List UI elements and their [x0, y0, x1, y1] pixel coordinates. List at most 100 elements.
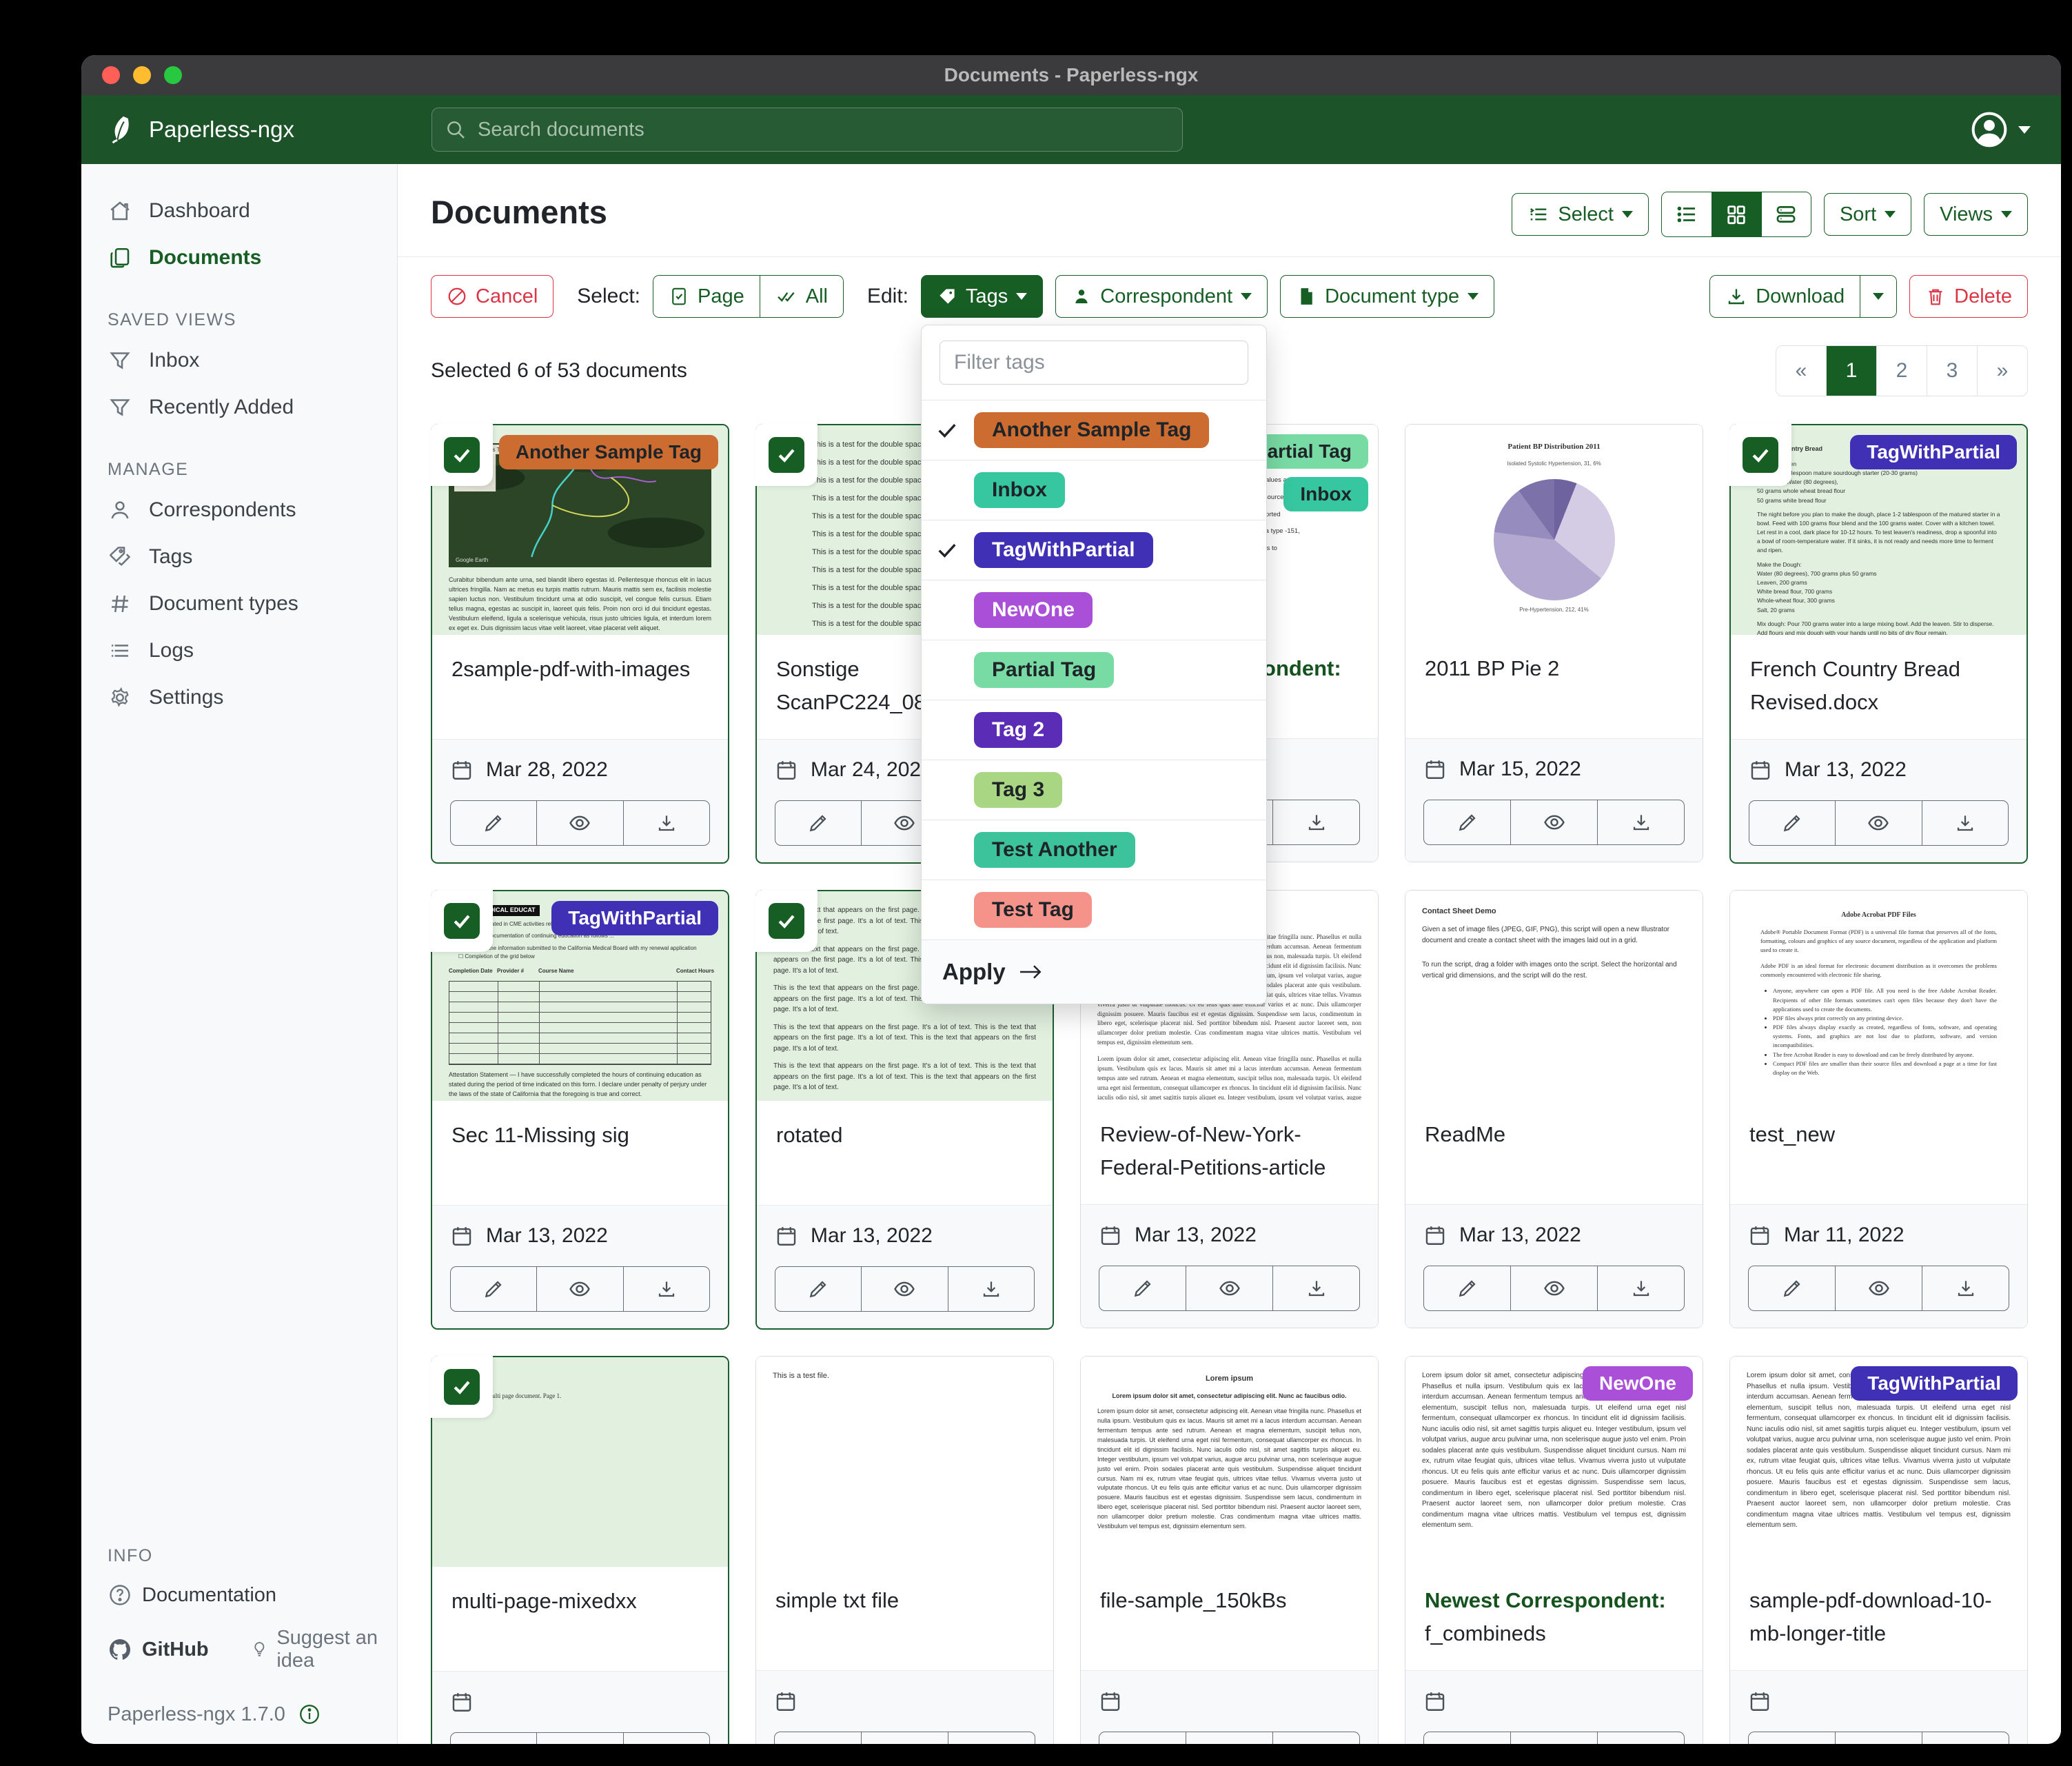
view-document-button[interactable] — [861, 1732, 948, 1744]
apply-tags-button[interactable]: Apply — [922, 940, 1266, 1004]
download-document-button[interactable] — [622, 1732, 710, 1744]
edit-document-button[interactable] — [1099, 1732, 1186, 1744]
document-card[interactable]: Contact Sheet Demo Given a set of image f… — [1405, 890, 1703, 1328]
view-document-button[interactable] — [1835, 1732, 1922, 1744]
view-document-button[interactable] — [1186, 1266, 1273, 1311]
view-document-button[interactable] — [536, 1266, 624, 1312]
view-document-button[interactable] — [1510, 1732, 1598, 1744]
sidebar-item-suggest-idea[interactable]: Suggest an idea — [250, 1627, 397, 1672]
document-title[interactable]: 2011 BP Pie 2 — [1405, 634, 1703, 738]
document-title[interactable]: test_new — [1730, 1100, 2027, 1204]
document-title[interactable]: Sec 11-Missing sig — [432, 1101, 728, 1205]
edit-document-button[interactable] — [1423, 800, 1511, 845]
download-document-button[interactable] — [622, 800, 710, 846]
view-document-button[interactable] — [1510, 800, 1598, 845]
document-title[interactable]: Newest Correspondent: f_combineds — [1405, 1566, 1703, 1670]
document-title[interactable]: 2sample-pdf-with-images — [432, 635, 728, 739]
edit-document-button[interactable] — [1099, 1266, 1186, 1311]
pagination-page-3[interactable]: 3 — [1927, 346, 1977, 396]
pagination-page-2[interactable]: 2 — [1876, 346, 1927, 396]
download-document-button[interactable] — [1921, 800, 2009, 846]
edit-document-button[interactable] — [775, 1266, 862, 1312]
sidebar-item-logs[interactable]: Logs — [81, 627, 397, 674]
card-checkbox[interactable] — [755, 424, 817, 486]
view-document-button[interactable] — [1510, 1266, 1598, 1311]
sidebar-item-document-types[interactable]: Document types — [81, 580, 397, 627]
minimize-window-button[interactable] — [133, 66, 151, 84]
edit-tags-button[interactable]: Tags — [921, 275, 1044, 318]
pagination-prev[interactable]: « — [1776, 346, 1826, 396]
document-thumbnail[interactable]: Lorem ipsum Lorem ipsum dolor sit amet, c… — [1081, 1357, 1378, 1566]
document-title[interactable]: multi-page-mixedxx — [432, 1567, 728, 1671]
edit-document-button[interactable] — [450, 800, 538, 846]
download-options-button[interactable] — [1860, 275, 1898, 318]
download-document-button[interactable] — [1922, 1266, 2009, 1311]
filter-tags-input[interactable] — [939, 341, 1248, 385]
views-menu-button[interactable]: Views — [1924, 193, 2028, 236]
sidebar-item-github[interactable]: GitHub — [108, 1637, 209, 1662]
document-tag[interactable]: NewOne — [1582, 1366, 1693, 1401]
document-tag[interactable]: Inbox — [1283, 477, 1368, 511]
sidebar-item-settings[interactable]: Settings — [81, 674, 397, 721]
card-checkbox[interactable] — [431, 1356, 493, 1418]
document-thumbnail[interactable]: Adobe Acrobat PDF Files Adobe® Portable D… — [1730, 891, 2027, 1100]
document-title[interactable]: ReadMe — [1405, 1100, 1703, 1204]
edit-document-button[interactable] — [775, 800, 862, 846]
view-document-button[interactable] — [1186, 1732, 1273, 1744]
document-card[interactable]: TagWithPartial TINUING MEDICAL EDUCATHav… — [431, 890, 729, 1330]
sidebar-item-tags[interactable]: Tags — [81, 534, 397, 580]
detail-view-button[interactable] — [1760, 192, 1811, 236]
edit-document-button[interactable] — [1748, 1266, 1836, 1311]
download-document-button[interactable] — [1597, 1266, 1685, 1311]
document-thumbnail[interactable]: Lorem ipsum dolor sit amet, consectetur … — [1405, 1357, 1703, 1566]
document-title[interactable]: sample-pdf-download-10-mb-longer-title — [1730, 1566, 2027, 1670]
document-tag[interactable]: Another Sample Tag — [498, 435, 718, 469]
select-page-button[interactable]: Page — [653, 275, 760, 318]
edit-document-button[interactable] — [1423, 1266, 1511, 1311]
edit-document-type-button[interactable]: Document type — [1280, 275, 1495, 318]
view-document-button[interactable] — [536, 800, 624, 846]
download-document-button[interactable] — [947, 1266, 1035, 1312]
view-document-button[interactable] — [536, 1732, 624, 1744]
document-card[interactable]: NewOne Lorem ipsum dolor sit amet, conse… — [1405, 1356, 1703, 1744]
sidebar-item-documentation[interactable]: Documentation — [81, 1573, 397, 1617]
sort-menu-button[interactable]: Sort — [1823, 193, 1912, 236]
edit-document-button[interactable] — [1423, 1732, 1511, 1744]
sidebar-item-inbox[interactable]: Inbox — [81, 337, 397, 384]
download-document-button[interactable] — [1272, 1732, 1360, 1744]
sidebar-item-correspondents[interactable]: Correspondents — [81, 487, 397, 534]
edit-document-button[interactable] — [450, 1732, 538, 1744]
delete-button[interactable]: Delete — [1909, 275, 2028, 318]
select-all-button[interactable]: All — [759, 275, 844, 318]
edit-document-button[interactable] — [1749, 800, 1836, 846]
tag-option[interactable]: Partial Tag — [922, 640, 1266, 700]
download-document-button[interactable] — [1272, 1266, 1360, 1311]
pagination-page-1[interactable]: 1 — [1826, 346, 1876, 396]
download-document-button[interactable] — [948, 1732, 1035, 1744]
tag-option[interactable]: Tag 3 — [922, 760, 1266, 820]
view-document-button[interactable] — [861, 1266, 948, 1312]
edit-correspondent-button[interactable]: Correspondent — [1055, 275, 1268, 318]
sidebar-item-recently-added[interactable]: Recently Added — [81, 384, 397, 431]
user-menu[interactable] — [1970, 110, 2061, 149]
tag-option[interactable]: TagWithPartial — [922, 520, 1266, 580]
sidebar-item-documents[interactable]: Documents — [81, 234, 397, 281]
document-card[interactable]: Adobe Acrobat PDF Files Adobe® Portable D… — [1729, 890, 2028, 1328]
tag-option[interactable]: Tag 2 — [922, 700, 1266, 760]
grid-view-button[interactable] — [1711, 192, 1761, 236]
search-bar[interactable] — [431, 108, 1183, 152]
document-title[interactable]: file-sample_150kBs — [1081, 1566, 1378, 1670]
list-view-button[interactable] — [1661, 192, 1712, 236]
cancel-button[interactable]: Cancel — [431, 275, 554, 318]
info-circle-icon[interactable] — [298, 1703, 321, 1726]
tag-option[interactable]: Another Sample Tag — [922, 400, 1266, 460]
download-document-button[interactable] — [1597, 1732, 1685, 1744]
document-card[interactable]: a multi page document. Page 1. multi-pag… — [431, 1356, 729, 1744]
download-document-button[interactable] — [1597, 800, 1685, 845]
search-input[interactable] — [476, 117, 1170, 142]
document-tag[interactable]: TagWithPartial — [1850, 435, 2017, 469]
document-thumbnail[interactable]: Patient BP Distribution 2011 Isolated Sys… — [1405, 425, 1703, 634]
pagination-next[interactable]: » — [1977, 346, 2027, 396]
edit-document-button[interactable] — [774, 1732, 862, 1744]
zoom-window-button[interactable] — [164, 66, 182, 84]
